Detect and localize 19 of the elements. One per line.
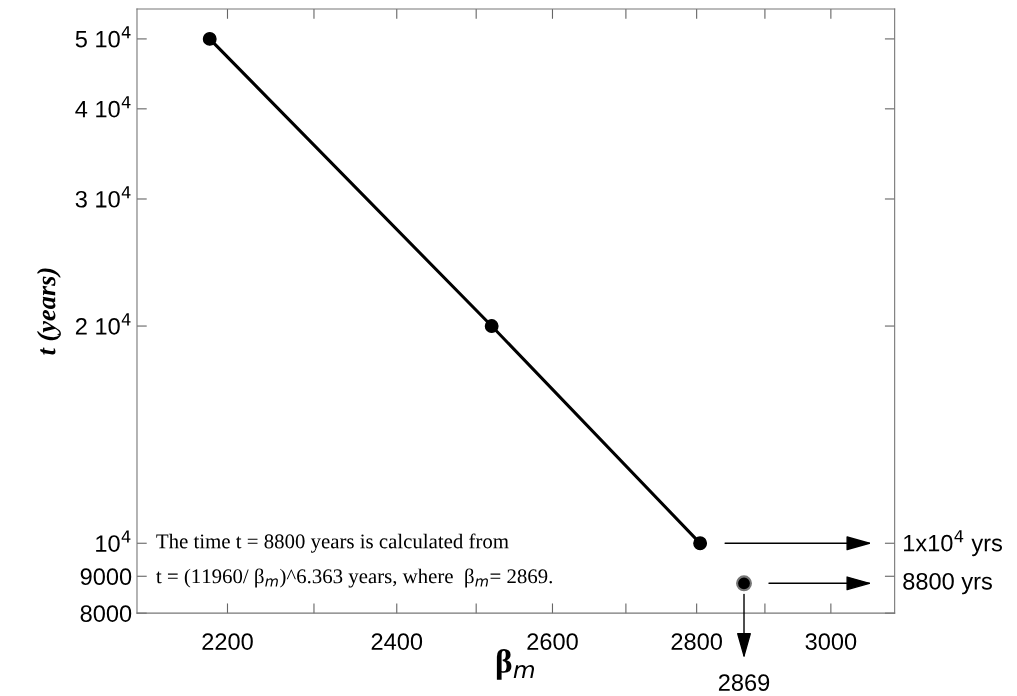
y-tick-label: 3 10$^{4}$ xyxy=(75,186,131,208)
x-tick-label: 2200 xyxy=(202,633,253,650)
text: 1x10$^{4}$ yrs xyxy=(904,530,1002,557)
x-tick-label: 3000 xyxy=(805,633,857,650)
annotation: The time t = 8800 years is calculated from xyxy=(156,533,509,553)
y-axis-title: t (years) xyxy=(36,268,61,355)
x-tick-label: 2400 xyxy=(371,633,423,650)
y-tick-label: 2 10$^{4}$ xyxy=(75,313,131,335)
y-tick-label: 4 10$^{4}$ xyxy=(75,96,131,118)
x-axis-title: β$_{m}$ xyxy=(496,649,534,680)
y-tick-label: 8000 xyxy=(80,605,132,622)
text: 8800 yrs xyxy=(903,572,992,595)
x-tick-label: 2800 xyxy=(671,633,722,650)
y-tick-label: 5 10$^{4}$ xyxy=(75,26,131,48)
x-tick-label: 2600 xyxy=(527,633,578,650)
y-tick-label: 10$^{4}$ xyxy=(96,530,131,552)
y-tick-label: 9000 xyxy=(80,568,132,586)
text: 2869 xyxy=(718,674,770,691)
annotation: t = (11960/ β$_{m}$)^6.363 years, where β$_{m}$= 2869. xyxy=(156,568,552,588)
